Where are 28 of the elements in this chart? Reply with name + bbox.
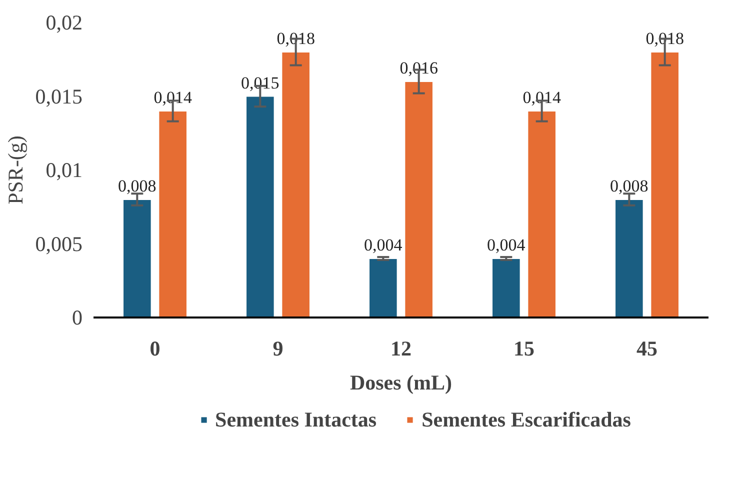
- y-tick-label: 0,02: [46, 10, 82, 34]
- x-tick-label: 12: [390, 336, 412, 360]
- x-tick-label: 15: [514, 336, 534, 360]
- bar: [492, 258, 521, 318]
- x-axis-title: Doses (mL): [350, 370, 452, 394]
- bar: [281, 52, 310, 318]
- bar: [246, 96, 275, 318]
- y-tick-label: 0,01: [46, 158, 82, 182]
- bar: [527, 110, 556, 318]
- bar: [614, 199, 644, 318]
- bar: [650, 52, 680, 318]
- data-label: 0,008: [610, 176, 648, 196]
- bar: [122, 199, 152, 318]
- x-tick-label: 9: [272, 336, 284, 360]
- legend-label: Sementes Escarificadas: [422, 407, 631, 432]
- bar: [404, 81, 434, 318]
- y-axis-title: PSR-(g): [3, 136, 28, 204]
- data-label: 0,004: [364, 236, 403, 254]
- data-label: 0,004: [487, 236, 526, 254]
- bar: [158, 110, 188, 318]
- x-tick-label: 0: [150, 336, 160, 360]
- bar: [368, 258, 398, 318]
- data-label: 0,008: [118, 176, 156, 196]
- y-tick-label: 0: [72, 306, 82, 330]
- legend-label: Sementes Intactas: [215, 407, 377, 432]
- x-tick-label: 45: [636, 336, 658, 360]
- y-tick-label: 0,015: [35, 84, 82, 108]
- y-tick-label: 0,005: [35, 232, 82, 256]
